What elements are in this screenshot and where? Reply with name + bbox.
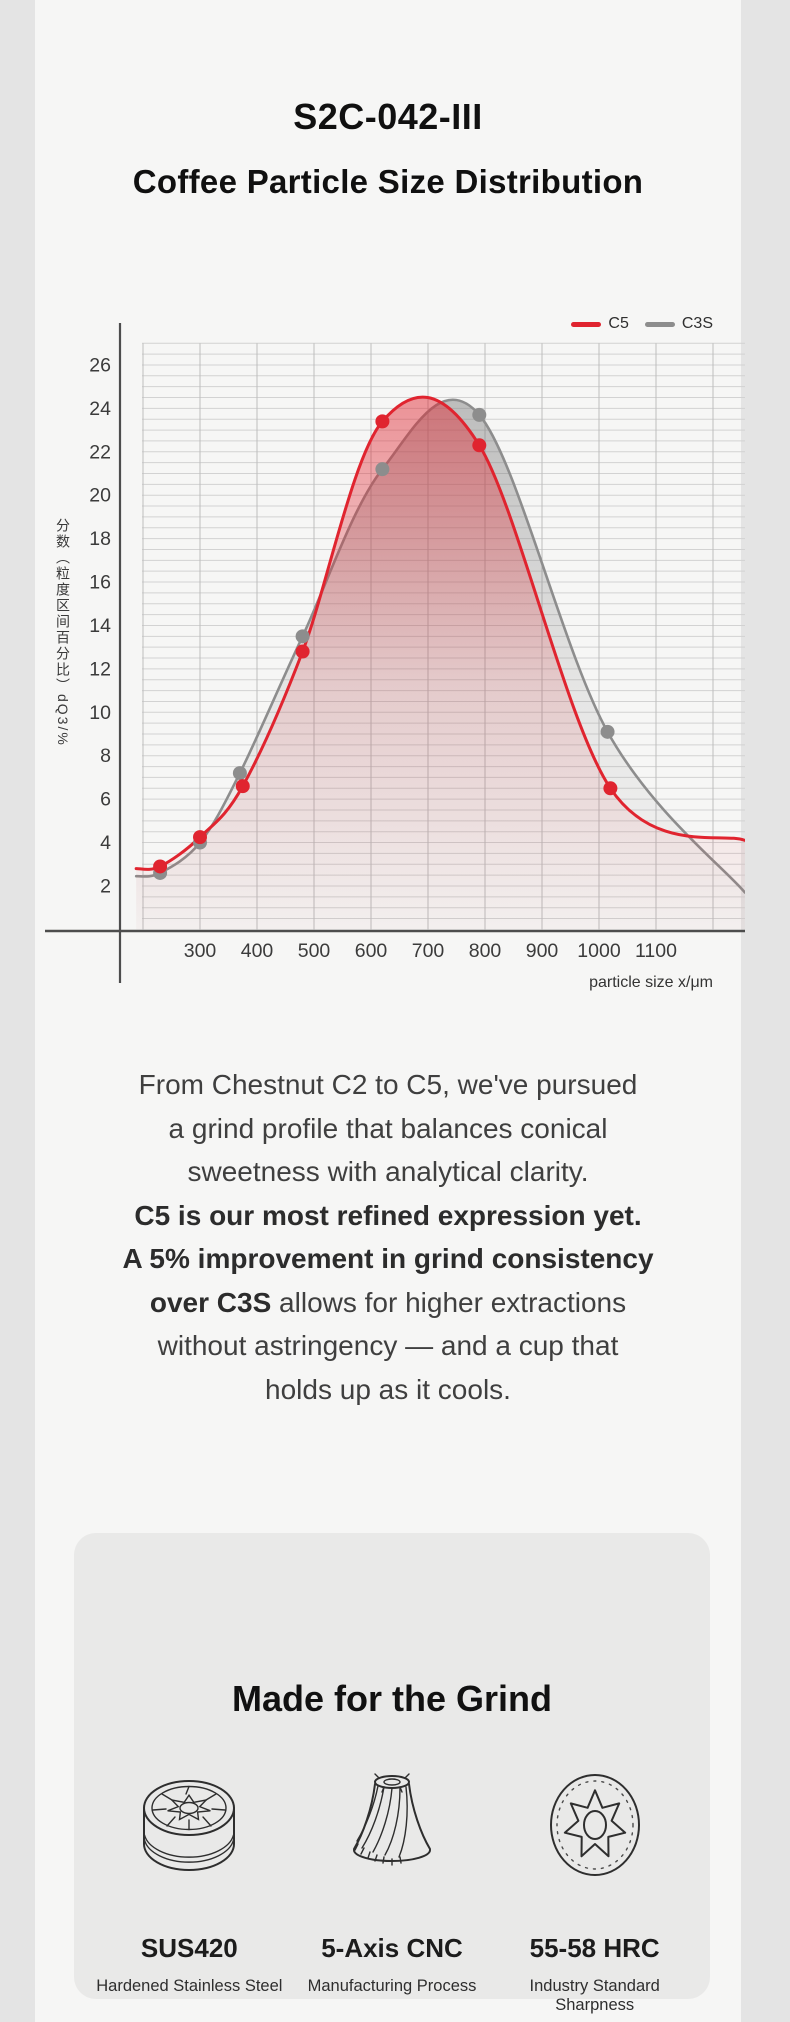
- chart-legend: C5 C3S: [571, 315, 713, 333]
- svg-text:10: 10: [89, 702, 111, 724]
- svg-text:700: 700: [412, 940, 445, 962]
- svg-text:6: 6: [100, 789, 111, 811]
- cylindrical-burr-icon: [129, 1761, 249, 1887]
- svg-text:24: 24: [89, 398, 111, 420]
- card-heading: Made for the Grind: [231, 1678, 552, 1719]
- legend-item-c3s: C3S: [644, 315, 713, 333]
- feature-subtitle: Industry Standard Sharpness: [529, 1977, 660, 2014]
- svg-text:1000: 1000: [577, 940, 621, 962]
- svg-text:14: 14: [89, 615, 111, 637]
- paragraph-line: over C3S allows for higher extractions: [149, 1286, 627, 1318]
- svg-text:20: 20: [89, 485, 111, 507]
- page-subtitle: Coffee Particle Size Distribution: [132, 163, 644, 200]
- feature-title: 55-58 HRC: [529, 1933, 660, 1963]
- feature-title: 5-Axis CNC: [321, 1933, 463, 1963]
- feature-manufacturing: 5-Axis CNC Manufacturing Process: [291, 1761, 494, 1999]
- feature-material: SUS420 Hardened Stainless Steel: [88, 1761, 291, 1999]
- paragraph-line: without astringency — and a cup that: [157, 1330, 619, 1361]
- flat-burr-icon: [535, 1761, 655, 1887]
- svg-text:12: 12: [89, 658, 111, 680]
- paragraph-line: a grind profile that balances conical: [168, 1112, 608, 1144]
- particle-size-chart: 2 4 6 8 10 12 14 16 18 20 22 24 26 300 400 500 600 700 800…: [45, 305, 745, 1015]
- feature-title: SUS420: [140, 1933, 238, 1963]
- svg-text:8: 8: [100, 745, 111, 767]
- svg-text:2: 2: [100, 875, 111, 897]
- legend-item-c5: C5: [571, 315, 629, 333]
- svg-text:300: 300: [184, 940, 217, 962]
- svg-text:26: 26: [89, 354, 111, 376]
- paragraph-line: sweetness with analytical clarity.: [187, 1156, 589, 1187]
- c5-line-swatch-icon: [571, 321, 602, 327]
- svg-text:16: 16: [89, 572, 111, 594]
- svg-text:400: 400: [241, 940, 274, 962]
- svg-text:22: 22: [89, 441, 111, 463]
- legend-label-c3s: C3S: [681, 315, 713, 332]
- svg-text:600: 600: [355, 940, 388, 962]
- svg-text:500: 500: [298, 940, 331, 962]
- paragraph-line: From Chestnut C2 to C5, we've pursued: [138, 1069, 638, 1100]
- svg-text:1100: 1100: [635, 940, 677, 962]
- feature-subtitle: Hardened Stainless Steel: [96, 1977, 283, 1995]
- content-column: S2C-042-III Coffee Particle Size Distrib…: [35, 0, 745, 2022]
- features-row: SUS420 Hardened Stainless Steel: [88, 1761, 696, 2014]
- x-axis-title: particle size x/μm: [589, 974, 713, 991]
- c3s-line-swatch-icon: [644, 321, 675, 327]
- svg-text:800: 800: [469, 940, 502, 962]
- conical-burr-icon: [332, 1761, 452, 1887]
- feature-card: Made for the Grind: [74, 1533, 710, 2014]
- legend-label-c5: C5: [608, 315, 629, 332]
- feature-subtitle: Manufacturing Process: [307, 1977, 477, 1995]
- page-title: S2C-042-III: [293, 96, 483, 137]
- svg-text:4: 4: [100, 832, 111, 854]
- y-axis-title: 分数（粒度区间百分比）dQ3/%: [55, 518, 71, 747]
- svg-text:18: 18: [89, 528, 111, 550]
- description-paragraph: From Chestnut C2 to C5, we've pursued a g…: [58, 1063, 718, 1411]
- svg-text:900: 900: [526, 940, 559, 962]
- paragraph-line: holds up as it cools.: [265, 1373, 511, 1405]
- feature-hardness: 55-58 HRC Industry Standard Sharpness: [493, 1761, 696, 2014]
- paragraph-line: A 5% improvement in grind consistency: [122, 1243, 654, 1274]
- paragraph-line: C5 is our most refined expression yet.: [134, 1199, 642, 1231]
